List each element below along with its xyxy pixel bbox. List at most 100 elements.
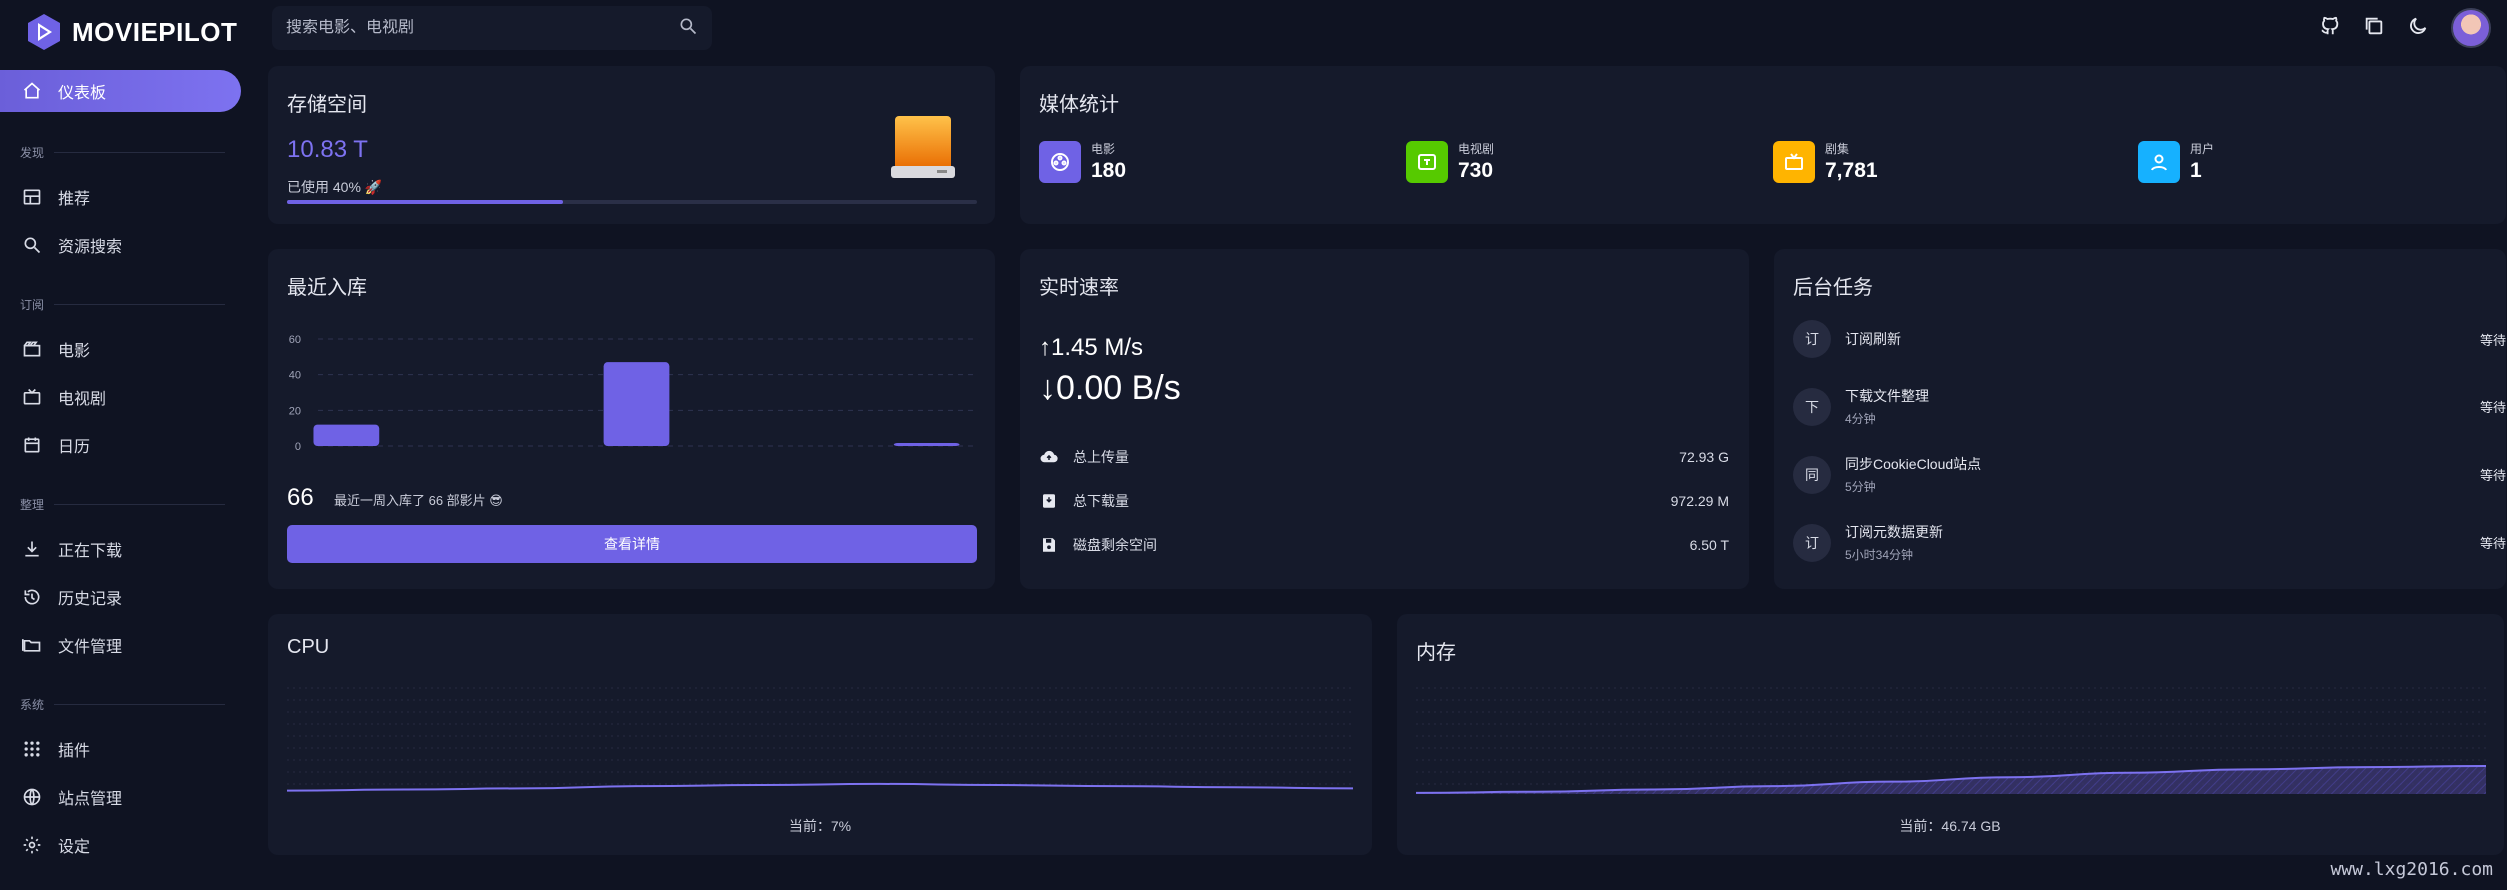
card-title: 实时速率: [1039, 277, 1119, 299]
y-tick-label: 40: [289, 370, 301, 382]
card-title: CPU: [287, 636, 330, 658]
row-value: 6.50 T: [1689, 537, 1729, 553]
sidebar-item-resource-search[interactable]: 资源搜索: [0, 224, 241, 266]
task-time: 5分钟: [1845, 480, 1876, 494]
moon-icon[interactable]: [2407, 15, 2429, 42]
brand-name: MOVIEPILOT: [72, 16, 238, 47]
card-title: 后台任务: [1793, 277, 1873, 299]
divider: [54, 152, 225, 153]
sidebar-item-tv[interactable]: 电视剧: [0, 376, 241, 418]
row-value: 972.29 M: [1670, 493, 1729, 509]
storage-used: 已使用 40% 🚀: [287, 177, 382, 197]
disk-icon: [1039, 535, 1059, 555]
episode-icon: [1773, 140, 1815, 183]
sidebar-item-label: 站点管理: [58, 791, 123, 808]
sidebar-item-label: 插件: [58, 743, 91, 760]
sidebar-item-label: 推荐: [58, 191, 91, 208]
stat-value: 1: [2190, 159, 2202, 182]
sidebar-item-plugins[interactable]: 插件: [0, 728, 241, 770]
stat-label: 剧集: [1825, 142, 1850, 156]
bar: [893, 443, 960, 446]
window-icon[interactable]: [2363, 15, 2385, 42]
divider: [54, 704, 225, 705]
storage-progress: [287, 200, 977, 204]
recent-card: 最近入库 60 40 20 0 66 最近一周入库了 66 部影片 😎 查看详情: [268, 249, 995, 589]
sidebar-item-settings[interactable]: 设定: [0, 824, 241, 866]
sidebar-item-label: 正在下载: [58, 543, 123, 560]
card-title: 存储空间: [287, 94, 367, 116]
y-tick-label: 0: [295, 441, 301, 453]
brand[interactable]: MOVIEPILOT: [26, 12, 237, 52]
section-system: 系统: [20, 696, 225, 713]
sidebar-item-dashboard[interactable]: 仪表板: [0, 70, 241, 112]
task-avatar: 订: [1793, 320, 1831, 358]
stat-value: 730: [1458, 159, 1494, 182]
view-details-button[interactable]: 查看详情: [287, 525, 977, 563]
cpu-card: CPU 当前：7%: [268, 614, 1372, 855]
sidebar-item-calendar[interactable]: 日历: [0, 424, 241, 466]
cloud-upload-icon: [1039, 447, 1059, 467]
search-icon[interactable]: [678, 16, 698, 41]
card-title: 最近入库: [287, 277, 367, 299]
stat-episodes: 剧集 7,781: [1773, 140, 1878, 183]
sidebar-item-recommend[interactable]: 推荐: [0, 176, 241, 218]
avatar[interactable]: [2451, 8, 2491, 48]
storage-card: 存储空间 10.83 T 已使用 40% 🚀: [268, 66, 995, 224]
section-discover: 发现: [20, 144, 225, 161]
task-avatar: 下: [1793, 387, 1831, 426]
row-label: 总上传量: [1073, 449, 1129, 465]
download-icon: [22, 539, 42, 559]
task-item[interactable]: 下 下载文件整理 4分钟 等待: [1793, 386, 2506, 427]
upload-speed: ↑1.45 M/s: [1039, 334, 1144, 361]
section-label: 发现: [20, 146, 45, 160]
search-bar[interactable]: [272, 6, 712, 50]
sidebar-item-label: 资源搜索: [58, 239, 123, 256]
task-status: 等待: [2479, 468, 2506, 483]
stat-movies: 电影 180: [1039, 140, 1126, 183]
stat-tv: 电视剧 730: [1406, 140, 1494, 183]
section-organize: 整理: [20, 496, 225, 513]
storage-value: 10.83 T: [287, 136, 368, 163]
folders-icon: [22, 635, 42, 655]
search-input[interactable]: [286, 19, 678, 37]
task-item[interactable]: 同 同步CookieCloud站点 5分钟 等待: [1793, 454, 2506, 495]
media-stats-card: 媒体统计 电影 180 电视剧 730 剧集 7,781 用户 1: [1020, 66, 2506, 224]
sidebar-item-sites[interactable]: 站点管理: [0, 776, 241, 818]
speed-card: 实时速率 ↑1.45 M/s ↓0.00 B/s 总上传量 72.93 G 总下…: [1020, 249, 1749, 589]
recent-description: 最近一周入库了 66 部影片 😎: [334, 493, 503, 508]
task-name: 订阅元数据更新: [1845, 524, 1943, 540]
clapperboard-icon: [22, 339, 42, 359]
task-avatar: 订: [1793, 523, 1831, 562]
stat-row-disk: 磁盘剩余空间 6.50 T: [1039, 535, 1729, 555]
task-avatar: 同: [1793, 455, 1831, 494]
used-label: 已使用 40%: [287, 179, 361, 195]
y-tick-label: 60: [289, 334, 301, 346]
github-icon[interactable]: [2319, 15, 2341, 42]
stat-label: 电影: [1091, 142, 1116, 156]
download-box-icon: [1039, 491, 1059, 511]
moviepilot-logo-icon: [28, 14, 60, 50]
history-icon: [22, 587, 42, 607]
sidebar-item-label: 日历: [58, 439, 91, 456]
stat-row-download: 总下载量 972.29 M: [1039, 491, 1729, 511]
task-item[interactable]: 订 订阅元数据更新 5小时34分钟 等待: [1793, 522, 2506, 563]
task-time: 4分钟: [1845, 412, 1876, 426]
home-icon: [22, 81, 42, 101]
sidebar-item-history[interactable]: 历史记录: [0, 576, 241, 618]
sidebar-item-file-manager[interactable]: 文件管理: [0, 624, 241, 666]
row-label: 磁盘剩余空间: [1073, 537, 1157, 553]
memory-card: 内存 当前：46.74 GB: [1397, 614, 2504, 855]
card-title: 内存: [1416, 642, 1456, 664]
recent-count: 66: [287, 484, 314, 511]
sidebar-item-movies[interactable]: 电影: [0, 328, 241, 370]
globe-icon: [22, 787, 42, 807]
stat-label: 用户: [2190, 142, 2215, 156]
sidebar-item-downloading[interactable]: 正在下载: [0, 528, 241, 570]
memory-current: 当前：46.74 GB: [1899, 818, 2001, 834]
task-item[interactable]: 订 订阅刷新 等待: [1793, 320, 2506, 358]
section-label: 整理: [20, 498, 45, 512]
grid-board-icon: [22, 187, 42, 207]
section-label: 订阅: [20, 298, 45, 312]
search-icon: [22, 235, 42, 255]
calendar-icon: [22, 435, 42, 455]
